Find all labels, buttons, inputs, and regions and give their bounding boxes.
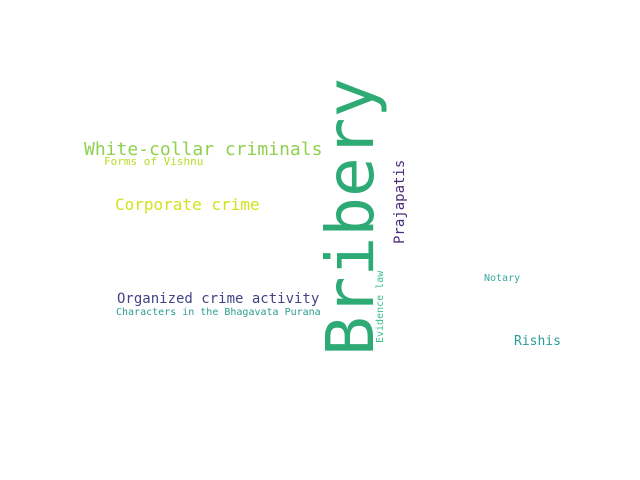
word-forms-of-vishnu: Forms of Vishnu [104, 155, 204, 168]
word-white-collar-criminals: White-collar criminals [84, 139, 323, 160]
word-notary: Notary [484, 273, 521, 284]
word-organized-crime-activity: Organized crime activity [117, 291, 320, 307]
word-prajapatis: Prajapatis [392, 159, 408, 244]
word-characters-bhagavata-purana: Characters in the Bhagavata Purana [116, 307, 321, 318]
word-rishis: Rishis [514, 334, 561, 349]
word-evidence-law: Evidence law [375, 270, 386, 343]
word-corporate-crime: Corporate crime [115, 195, 260, 214]
